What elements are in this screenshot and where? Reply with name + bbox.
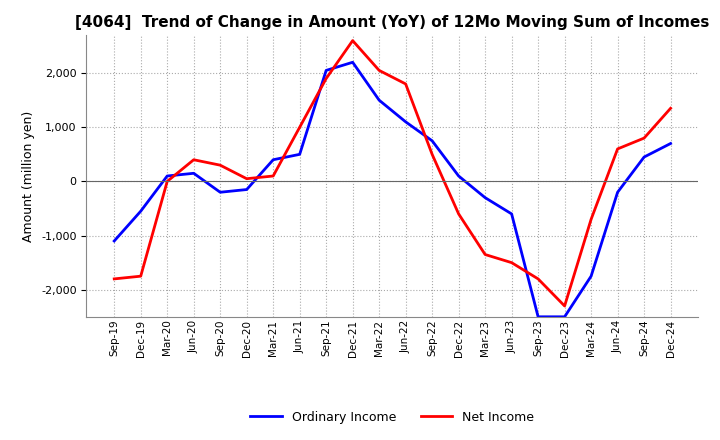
- Ordinary Income: [454, 173, 463, 179]
- Legend: Ordinary Income, Net Income: Ordinary Income, Net Income: [246, 406, 539, 429]
- Net Income: [348, 38, 357, 43]
- Ordinary Income: [348, 60, 357, 65]
- Net Income: [189, 157, 198, 162]
- Net Income: [216, 162, 225, 168]
- Net Income: [640, 136, 649, 141]
- Ordinary Income: [508, 211, 516, 216]
- Net Income: [587, 216, 595, 222]
- Ordinary Income: [189, 171, 198, 176]
- Y-axis label: Amount (million yen): Amount (million yen): [22, 110, 35, 242]
- Ordinary Income: [375, 98, 384, 103]
- Ordinary Income: [401, 119, 410, 125]
- Ordinary Income: [640, 154, 649, 160]
- Net Income: [243, 176, 251, 181]
- Net Income: [613, 146, 622, 151]
- Net Income: [508, 260, 516, 265]
- Line: Net Income: Net Income: [114, 40, 670, 306]
- Ordinary Income: [136, 209, 145, 214]
- Ordinary Income: [587, 274, 595, 279]
- Ordinary Income: [163, 173, 171, 179]
- Ordinary Income: [243, 187, 251, 192]
- Ordinary Income: [613, 190, 622, 195]
- Net Income: [534, 276, 542, 282]
- Ordinary Income: [534, 314, 542, 319]
- Net Income: [322, 76, 330, 81]
- Ordinary Income: [560, 314, 569, 319]
- Net Income: [136, 274, 145, 279]
- Net Income: [163, 179, 171, 184]
- Net Income: [375, 68, 384, 73]
- Net Income: [560, 303, 569, 308]
- Ordinary Income: [322, 68, 330, 73]
- Net Income: [428, 152, 436, 157]
- Net Income: [269, 173, 277, 179]
- Ordinary Income: [216, 190, 225, 195]
- Net Income: [295, 125, 304, 130]
- Ordinary Income: [295, 152, 304, 157]
- Ordinary Income: [110, 238, 119, 244]
- Net Income: [481, 252, 490, 257]
- Ordinary Income: [269, 157, 277, 162]
- Net Income: [666, 106, 675, 111]
- Net Income: [110, 276, 119, 282]
- Ordinary Income: [481, 195, 490, 200]
- Net Income: [401, 81, 410, 87]
- Net Income: [454, 211, 463, 216]
- Ordinary Income: [428, 138, 436, 143]
- Line: Ordinary Income: Ordinary Income: [114, 62, 670, 317]
- Ordinary Income: [666, 141, 675, 146]
- Title: [4064]  Trend of Change in Amount (YoY) of 12Mo Moving Sum of Incomes: [4064] Trend of Change in Amount (YoY) o…: [75, 15, 710, 30]
